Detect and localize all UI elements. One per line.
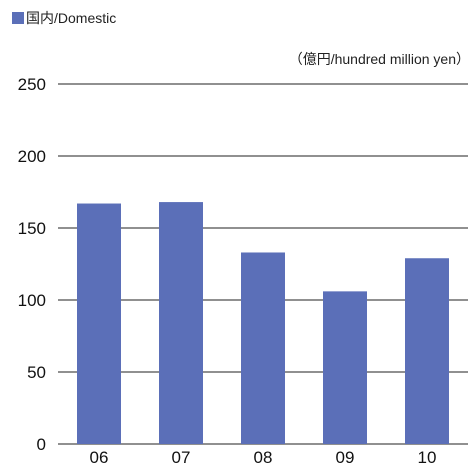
x-tick-label: 09 [336, 448, 355, 465]
bars [77, 202, 449, 444]
legend-swatch [12, 12, 24, 24]
bar-10 [405, 258, 449, 444]
x-tick-label: 10 [418, 448, 437, 465]
x-axis-ticks: 06 07 08 09 10 [90, 448, 437, 467]
bar-06 [77, 203, 121, 444]
y-tick-label: 50 [27, 363, 46, 382]
x-tick-label: 06 [90, 448, 109, 465]
x-tick-label: 08 [254, 448, 273, 465]
bar-08 [241, 252, 285, 444]
y-tick-label: 200 [18, 147, 46, 166]
y-tick-label: 250 [18, 75, 46, 94]
y-axis-ticks: 0 50 100 150 200 250 [18, 75, 46, 454]
legend: 国内/Domestic [12, 10, 116, 26]
y-tick-label: 100 [18, 291, 46, 310]
bar-09 [323, 291, 367, 444]
y-tick-label: 150 [18, 219, 46, 238]
bar-07 [159, 202, 203, 444]
unit-label: （億円/hundred million yen） [289, 51, 470, 67]
y-tick-label: 0 [37, 435, 46, 454]
x-tick-label: 07 [172, 448, 191, 465]
legend-label: 国内/Domestic [26, 10, 116, 26]
